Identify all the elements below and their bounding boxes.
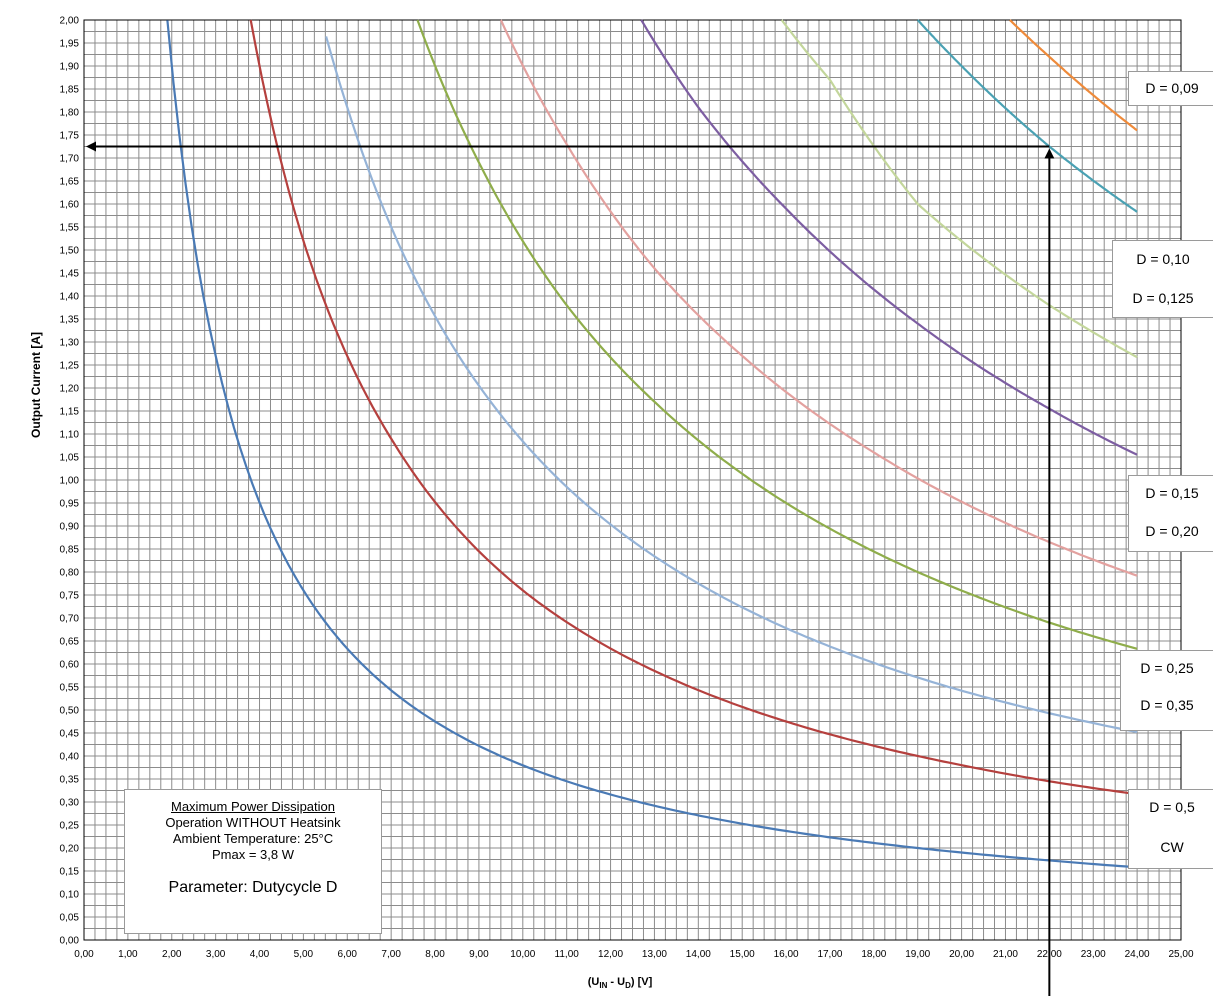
y-tick-label: 1,20	[60, 384, 80, 395]
y-tick-label: 1,85	[60, 85, 80, 96]
y-tick-label: 0,45	[60, 729, 80, 740]
series-label-d010-d0125: D = 0,10 D = 0,125	[1112, 240, 1213, 318]
series-label-d025-d035: D = 0,25 D = 0,35	[1120, 650, 1213, 731]
y-tick-label: 1,70	[60, 154, 80, 165]
x-tick-label: 2,00	[162, 949, 182, 960]
x-tick-label: 18,00	[861, 949, 886, 960]
y-tick-label: 1,30	[60, 338, 80, 349]
y-tick-label: 1,00	[60, 476, 80, 487]
x-tick-label: 21,00	[993, 949, 1018, 960]
y-tick-label: 0,50	[60, 706, 80, 717]
y-tick-label: 1,45	[60, 269, 80, 280]
series-line-8	[916, 19, 1138, 213]
y-tick-label: 0,25	[60, 821, 80, 832]
y-tick-label: 0,05	[60, 913, 80, 924]
x-tick-label: 0,00	[74, 949, 94, 960]
x-tick-label: 7,00	[381, 949, 401, 960]
series-line-1	[166, 20, 1138, 869]
series-line-9	[1009, 19, 1138, 132]
y-tick-label: 0,70	[60, 614, 80, 625]
x-axis-title: (UIN - UD) [V]	[588, 976, 653, 990]
x-tick-label: 4,00	[250, 949, 270, 960]
y-tick-label: 1,15	[60, 407, 80, 418]
x-tick-label: 14,00	[686, 949, 711, 960]
y-tick-label: 1,75	[60, 131, 80, 142]
x-tick-label: 3,00	[206, 949, 226, 960]
y-tick-label: 1,55	[60, 223, 80, 234]
y-axis-title: Output Current [A]	[29, 332, 43, 438]
y-tick-label: 1,40	[60, 292, 80, 303]
series-line-2	[249, 19, 1138, 796]
x-tick-label: 8,00	[425, 949, 445, 960]
y-tick-label: 0,00	[60, 936, 80, 947]
x-tick-label: 24,00	[1125, 949, 1150, 960]
info-title: Maximum Power Dissipation	[171, 799, 335, 814]
x-tick-label: 6,00	[338, 949, 358, 960]
y-tick-label: 0,65	[60, 637, 80, 648]
info-pmax: Pmax = 3,8 W	[212, 847, 294, 862]
x-tick-label: 11,00	[555, 949, 580, 960]
y-tick-label: 0,80	[60, 568, 80, 579]
y-tick-label: 0,90	[60, 522, 80, 533]
y-tick-label: 1,90	[60, 62, 80, 73]
series-label-d05-cw: D = 0,5 CW	[1128, 789, 1213, 869]
y-tick-label: 1,35	[60, 315, 80, 326]
y-tick-label: 0,15	[60, 867, 80, 878]
info-box: Maximum Power Dissipation Operation WITH…	[124, 789, 382, 934]
x-tick-label: 13,00	[642, 949, 667, 960]
x-tick-label: 25,00	[1168, 949, 1193, 960]
y-tick-label: 1,95	[60, 39, 80, 50]
y-tick-label: 1,65	[60, 177, 80, 188]
reading-arrows	[86, 141, 1055, 996]
series-line-6	[640, 19, 1138, 456]
x-tick-label: 15,00	[730, 949, 755, 960]
x-tick-label: 23,00	[1081, 949, 1106, 960]
series-line-4	[416, 19, 1138, 650]
y-tick-label: 0,60	[60, 660, 80, 671]
series-label-d009: D = 0,09	[1128, 71, 1213, 106]
series-line-7	[780, 19, 1138, 359]
x-tick-label: 1,00	[118, 949, 138, 960]
y-tick-label: 0,10	[60, 890, 80, 901]
x-tick-label: 20,00	[949, 949, 974, 960]
x-tick-label: 17,00	[817, 949, 842, 960]
x-tick-label: 10,00	[510, 949, 535, 960]
y-tick-label: 0,40	[60, 752, 80, 763]
y-tick-label: 0,95	[60, 499, 80, 510]
series-line-5	[499, 19, 1138, 577]
info-parameter: Parameter: Dutycycle D	[168, 879, 338, 896]
y-tick-label: 2,00	[60, 16, 80, 27]
x-tick-label: 19,00	[905, 949, 930, 960]
series-layer	[166, 19, 1138, 869]
y-tick-label: 0,35	[60, 775, 80, 786]
x-tick-label: 5,00	[294, 949, 314, 960]
grid	[84, 20, 1181, 940]
y-tick-label: 1,80	[60, 108, 80, 119]
x-tick-label: 9,00	[469, 949, 489, 960]
info-temperature: Ambient Temperature: 25°C	[172, 831, 334, 846]
y-tick-label: 1,50	[60, 246, 80, 257]
y-tick-label: 0,85	[60, 545, 80, 556]
x-tick-label: 12,00	[598, 949, 623, 960]
y-tick-label: 1,60	[60, 200, 80, 211]
y-tick-label: 0,55	[60, 683, 80, 694]
x-tick-label: 16,00	[774, 949, 799, 960]
y-tick-label: 1,05	[60, 453, 80, 464]
y-tick-label: 0,30	[60, 798, 80, 809]
y-tick-label: 1,25	[60, 361, 80, 372]
series-line-3	[325, 36, 1138, 734]
y-tick-label: 1,10	[60, 430, 80, 441]
y-tick-label: 0,75	[60, 591, 80, 602]
y-tick-label: 0,20	[60, 844, 80, 855]
info-heatsink: Operation WITHOUT Heatsink	[165, 815, 341, 830]
series-label-d015-d020: D = 0,15 D = 0,20	[1128, 475, 1213, 552]
